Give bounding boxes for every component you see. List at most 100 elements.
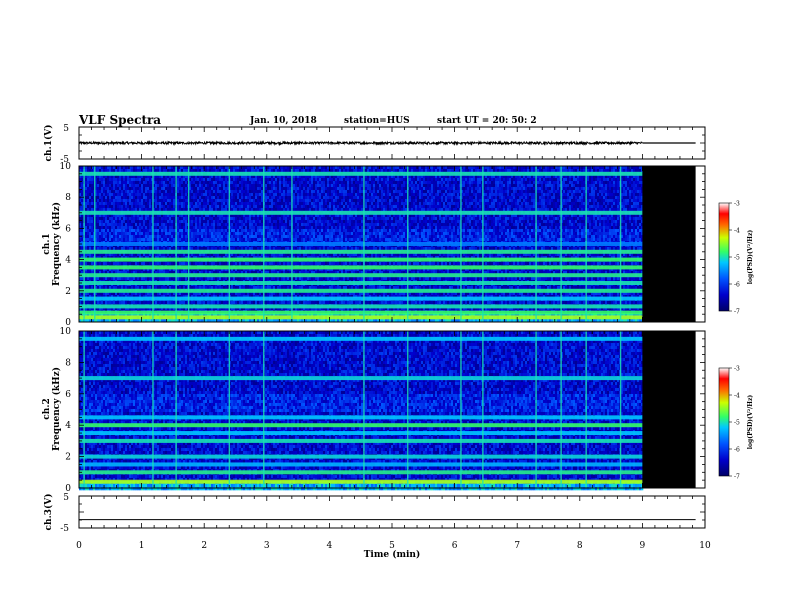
noise-cell bbox=[261, 238, 263, 241]
noise-cell bbox=[237, 190, 239, 193]
noise-cell bbox=[131, 178, 133, 181]
noise-cell bbox=[161, 226, 163, 229]
noise-cell bbox=[199, 277, 201, 280]
noise-cell bbox=[257, 262, 259, 265]
noise-cell bbox=[157, 199, 159, 202]
noise-cell bbox=[169, 199, 171, 202]
noise-cell bbox=[157, 238, 159, 241]
noise-cell bbox=[255, 193, 257, 196]
noise-cell bbox=[107, 181, 109, 184]
noise-cell bbox=[225, 187, 227, 190]
noise-cell bbox=[207, 184, 209, 187]
noise-cell bbox=[249, 202, 251, 205]
noise-cell bbox=[197, 196, 199, 199]
noise-cell bbox=[117, 223, 119, 226]
noise-cell bbox=[99, 187, 101, 190]
noise-cell bbox=[257, 187, 259, 190]
noise-cell bbox=[157, 217, 159, 220]
noise-cell bbox=[209, 220, 211, 223]
noise-cell bbox=[105, 187, 107, 190]
noise-cell bbox=[207, 202, 209, 205]
noise-cell bbox=[251, 205, 253, 208]
noise-cell bbox=[97, 229, 99, 232]
noise-cell bbox=[131, 193, 133, 196]
noise-cell bbox=[159, 220, 161, 223]
noise-cell bbox=[219, 199, 221, 202]
noise-cell bbox=[161, 184, 163, 187]
noise-cell bbox=[165, 217, 167, 220]
noise-cell bbox=[235, 277, 237, 280]
noise-cell bbox=[237, 202, 239, 205]
noise-cell bbox=[245, 235, 247, 238]
noise-cell bbox=[219, 301, 221, 304]
noise-cell bbox=[243, 238, 245, 241]
noise-cell bbox=[253, 196, 255, 199]
noise-cell bbox=[209, 235, 211, 238]
noise-cell bbox=[199, 235, 201, 238]
noise-cell bbox=[107, 262, 109, 265]
noise-cell bbox=[115, 220, 117, 223]
noise-cell bbox=[223, 229, 225, 232]
noise-cell bbox=[119, 220, 121, 223]
noise-cell bbox=[211, 223, 213, 226]
noise-cell bbox=[185, 262, 187, 265]
noise-cell bbox=[241, 277, 243, 280]
noise-cell bbox=[199, 226, 201, 229]
noise-cell bbox=[91, 238, 93, 241]
noise-cell bbox=[203, 301, 205, 304]
noise-cell bbox=[103, 181, 105, 184]
noise-cell bbox=[247, 223, 249, 226]
noise-cell bbox=[137, 235, 139, 238]
noise-cell bbox=[131, 235, 133, 238]
noise-cell bbox=[145, 199, 147, 202]
noise-cell bbox=[235, 262, 237, 265]
noise-cell bbox=[147, 232, 149, 235]
noise-cell bbox=[123, 301, 125, 304]
noise-cell bbox=[115, 184, 117, 187]
noise-cell bbox=[195, 235, 197, 238]
noise-cell bbox=[237, 196, 239, 199]
noise-cell bbox=[191, 181, 193, 184]
noise-cell bbox=[247, 232, 249, 235]
noise-cell bbox=[139, 181, 141, 184]
noise-cell bbox=[201, 181, 203, 184]
noise-cell bbox=[257, 226, 259, 229]
noise-cell bbox=[141, 199, 143, 202]
noise-cell bbox=[201, 223, 203, 226]
noise-cell bbox=[91, 196, 93, 199]
noise-cell bbox=[251, 193, 253, 196]
noise-cell bbox=[89, 229, 91, 232]
noise-cell bbox=[97, 301, 99, 304]
noise-cell bbox=[237, 181, 239, 184]
noise-cell bbox=[165, 187, 167, 190]
noise-cell bbox=[141, 229, 143, 232]
noise-cell bbox=[217, 226, 219, 229]
noise-cell bbox=[143, 277, 145, 280]
noise-cell bbox=[257, 202, 259, 205]
noise-cell bbox=[81, 235, 83, 238]
noise-cell bbox=[241, 193, 243, 196]
noise-cell bbox=[111, 235, 113, 238]
noise-cell bbox=[97, 217, 99, 220]
noise-cell bbox=[111, 193, 113, 196]
noise-cell bbox=[261, 199, 263, 202]
noise-cell bbox=[253, 226, 255, 229]
noise-cell bbox=[179, 226, 181, 229]
noise-cell bbox=[127, 238, 129, 241]
noise-cell bbox=[237, 205, 239, 208]
noise-cell bbox=[245, 190, 247, 193]
noise-cell bbox=[215, 178, 217, 181]
noise-cell bbox=[141, 217, 143, 220]
noise-cell bbox=[215, 223, 217, 226]
noise-cell bbox=[169, 181, 171, 184]
noise-cell bbox=[141, 202, 143, 205]
noise-cell bbox=[201, 262, 203, 265]
noise-cell bbox=[195, 217, 197, 220]
noise-cell bbox=[231, 202, 233, 205]
noise-cell bbox=[253, 232, 255, 235]
noise-cell bbox=[155, 199, 157, 202]
noise-cell bbox=[103, 223, 105, 226]
noise-cell bbox=[145, 301, 147, 304]
noise-cell bbox=[141, 235, 143, 238]
noise-cell bbox=[145, 193, 147, 196]
